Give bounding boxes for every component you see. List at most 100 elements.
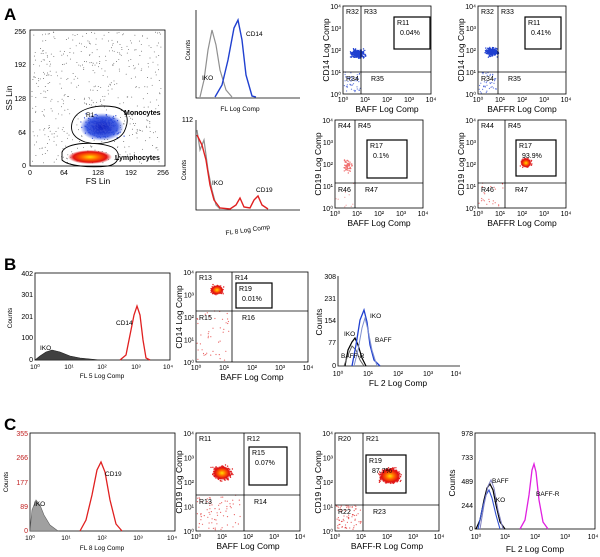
a-quad1-ytick-2: 10² — [331, 48, 342, 55]
a-cd19-ytop: 112 — [182, 117, 193, 124]
a-quad1-q-bl: R34 — [346, 76, 359, 83]
a-cd19-xlabel: FL 8 Log Comp — [225, 224, 270, 237]
a-quad4-xlabel: BAFFR Log Comp — [487, 218, 557, 228]
b-quad-ytick-0: 10⁴ — [183, 270, 194, 277]
c-quad2-gate-tag: R19 — [369, 458, 382, 465]
panel-letter-c: C — [4, 415, 16, 434]
b-quad-cd14-baff: R13 R14 R15 R16 R19 0.01% BAFF Log Comp CD14 Lo… — [174, 270, 313, 382]
a-quad4-q-bl: R46 — [481, 187, 494, 194]
a-quad4-gate-tag: R17 — [519, 143, 532, 150]
c-ov-xtick-2: 10² — [530, 534, 541, 541]
c-ov-xtick-1: 10¹ — [500, 534, 511, 541]
b-quad-ylabel: CD14 Log Comp — [174, 285, 184, 349]
b-overlay-baffr: BAFF-R — [341, 353, 365, 360]
a-quad1-ylabel: CD14 Log Comp — [321, 18, 331, 82]
b-hist-ytick-1: 301 — [21, 292, 33, 299]
a-ytick-0: 256 — [14, 29, 26, 36]
c-quad1-q-bl: R13 — [199, 499, 212, 506]
c-quad2-xtick-1: 10¹ — [356, 534, 367, 541]
c-quad1-xtick-2: 10² — [243, 534, 254, 541]
c-ov-xtick-4: 10⁴ — [588, 534, 599, 541]
a-quad1-xtick-2: 10² — [382, 97, 393, 104]
a-quad2-q-br: R35 — [508, 76, 521, 83]
a-ytick-3: 64 — [18, 130, 26, 137]
a-quad2-gate-pct: 0.41% — [531, 30, 551, 37]
a-quad1-xlabel: BAFF Log Comp — [355, 104, 419, 114]
a-cd14-xlabel: FL Log Comp — [220, 106, 260, 113]
b-hist-ytick-0: 402 — [21, 271, 33, 278]
a-quad-cd14-baff: R32 R33 R34 R35 R11 0.04% BAFF Log Comp CD14 Lo… — [321, 4, 436, 114]
b-cd14-label: CD14 — [116, 320, 133, 327]
c-quad2-q-bl: R22 — [338, 509, 351, 516]
c-quad2-ytick-0: 10⁴ — [322, 431, 333, 438]
b-quad-xtick-3: 10³ — [275, 365, 286, 372]
a-xtick-3: 192 — [125, 170, 137, 177]
b-overlay-histogram: IKO IKO BAFF BAFF-R 308 231 154 77 0 10⁰… — [314, 274, 461, 388]
a-quad3-ytick-2: 10² — [323, 162, 334, 169]
a-quad-cd14-baffr: R32 R33 R34 R35 R11 0.41% BAFFR Log Comp CD14 L… — [456, 4, 571, 114]
a-quad4-xtick-3: 10³ — [539, 211, 550, 218]
b-ov-xtick-3: 10³ — [423, 371, 434, 378]
b-ov-ytick-1: 231 — [324, 296, 336, 303]
a-quad2-ytick-2: 10² — [466, 48, 477, 55]
b-hist-ytick-4: 0 — [29, 357, 33, 364]
a-quad2-ytick-4: 10⁰ — [465, 91, 476, 99]
a-quad3-xtick-1: 10¹ — [352, 211, 363, 218]
b-quad-xtick-0: 10⁰ — [191, 364, 202, 372]
a-quad3-xtick-2: 10² — [374, 211, 385, 218]
a-xtick-2: 128 — [92, 170, 104, 177]
a-quad2-gate-tag: R11 — [528, 20, 540, 27]
b-quad-q-tr: R14 — [235, 275, 248, 282]
a-quad1-ytick-1: 10³ — [331, 26, 342, 33]
c-quad2-ytick-1: 10³ — [323, 456, 334, 463]
b-quad-ytick-2: 10² — [184, 315, 195, 322]
c-quad2-xtick-3: 10³ — [408, 534, 419, 541]
c-hist-ytick-1: 266 — [16, 455, 28, 462]
c-hist-ytick-3: 89 — [20, 504, 28, 511]
b-hist-ytick-3: 100 — [21, 335, 33, 342]
c-quad2-q-tl: R20 — [338, 436, 351, 443]
c-quad1-gate-tag: R15 — [252, 450, 265, 457]
a-quad4-ylabel: CD19 Log Comp — [456, 132, 466, 196]
a-cd14-marker-label: CD14 — [246, 31, 263, 38]
c-ov-ytick-4: 0 — [469, 526, 473, 533]
c-quad2-xlabel: BAFF-R Log Comp — [351, 541, 424, 551]
b-quad-ytick-3: 10¹ — [184, 338, 195, 345]
c-quad2-q-tr: R21 — [366, 436, 379, 443]
a-quad4-ytick-0: 10⁴ — [465, 118, 476, 125]
a-quad4-ytick-2: 10² — [466, 162, 477, 169]
a-quad4-q-tr: R45 — [508, 123, 521, 130]
c-hist-xlabel: FL 8 Log Comp — [80, 545, 125, 552]
b-hist-xtick-0: 10⁰ — [30, 363, 40, 371]
b-hist-ylabel: Counts — [7, 307, 14, 328]
a-scatter-plot: Monocytes Lymphocytes R1 256 192 128 64 … — [4, 29, 169, 186]
a-quad4-gate-pct: 93.9% — [522, 153, 542, 160]
a-quad2-ytick-1: 10³ — [466, 26, 477, 33]
b-cd14-histogram: IKO CD14 402 301 201 100 0 10⁰ 10¹ 10² 1… — [7, 271, 173, 380]
lymphocytes-label: Lymphocytes — [115, 155, 160, 162]
c-quad-cd19-baff: R11 R12 R13 R14 R15 0.07% BAFF Log Comp CD19 Lo… — [174, 431, 305, 551]
c-hist-xtick-3: 10³ — [133, 535, 143, 542]
a-quad3-xtick-0: 10⁰ — [330, 210, 341, 218]
a-quad1-ytick-4: 10⁰ — [330, 91, 341, 99]
b-hist-xlabel: FL 5 Log Comp — [80, 373, 125, 380]
a-quad3-ytick-1: 10³ — [323, 140, 334, 147]
a-quad3-ytick-3: 10¹ — [323, 184, 334, 191]
b-iko-label: IKO — [40, 345, 51, 352]
a-quad1-xtick-1: 10¹ — [360, 97, 371, 104]
c-quad1-ylabel: CD19 Log Comp — [174, 450, 184, 514]
b-ov-ylabel: Counts — [314, 309, 324, 336]
c-quad1-ytick-0: 10⁴ — [183, 431, 194, 438]
b-quad-gate-pct: 0.01% — [242, 296, 262, 303]
a-quad3-q-bl: R46 — [338, 187, 351, 194]
b-quad-q-br: R16 — [242, 315, 255, 322]
c-quad2-ytick-2: 10² — [323, 480, 334, 487]
c-ov-xtick-0: 10⁰ — [471, 533, 482, 541]
b-hist-ytick-2: 201 — [21, 314, 33, 321]
a-quad1-gate-tag: R11 — [397, 20, 409, 27]
c-quad1-xtick-3: 10³ — [269, 534, 280, 541]
c-hist-ytick-2: 177 — [16, 480, 28, 487]
a-cd19-histogram: 112 IKO CD19 Counts FL 8 Log Comp — [181, 117, 300, 237]
a-cd19-iko-label: IKO — [212, 180, 223, 187]
a-ytick-4: 0 — [22, 163, 26, 170]
